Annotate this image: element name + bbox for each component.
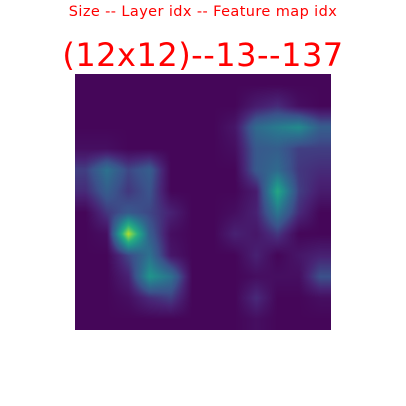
feature-map-heatmap bbox=[75, 74, 331, 330]
legend-caption: Size -- Layer idx -- Feature map idx bbox=[68, 4, 338, 20]
heatmap-canvas bbox=[75, 74, 331, 330]
chart-title: (12x12)--13--137 bbox=[62, 36, 344, 74]
